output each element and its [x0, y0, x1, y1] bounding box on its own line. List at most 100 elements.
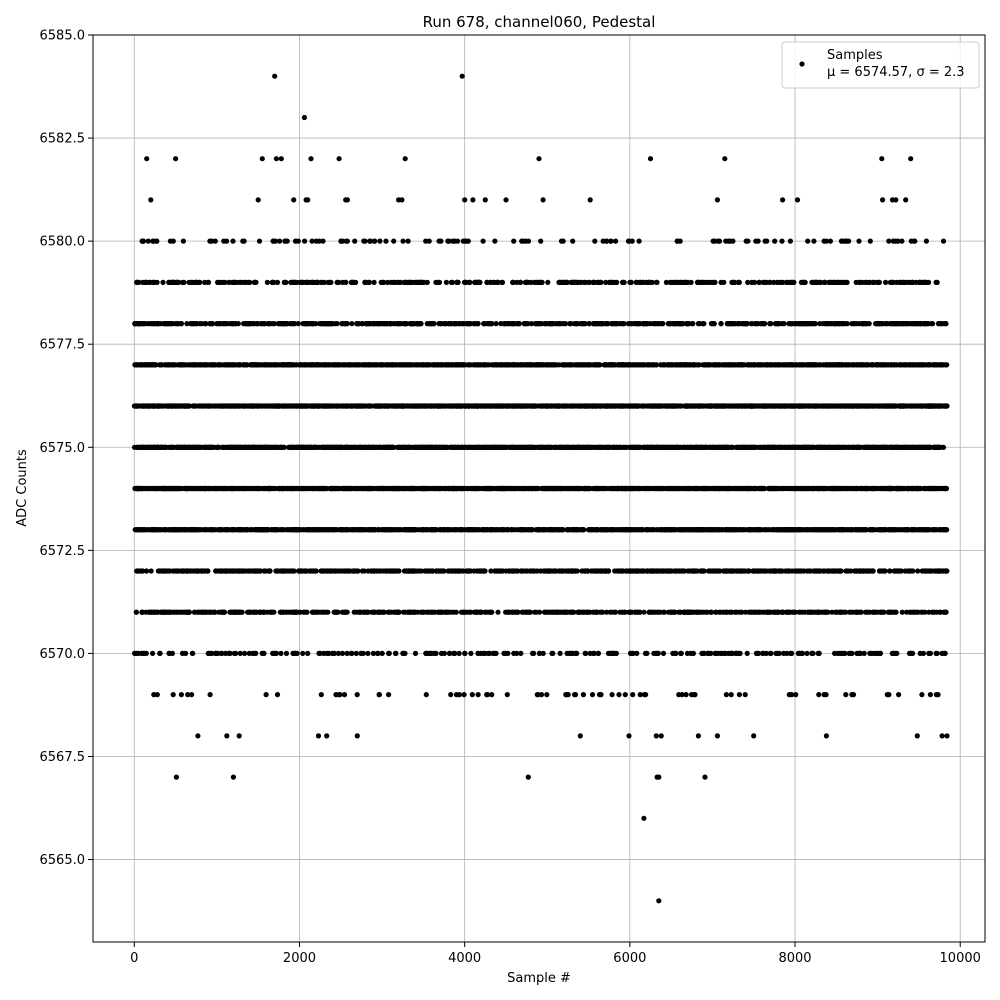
data-point [637, 692, 643, 698]
data-point [887, 568, 893, 574]
data-point [843, 568, 849, 574]
data-point [933, 692, 940, 698]
data-point [365, 650, 371, 657]
data-point [199, 527, 205, 533]
data-point [820, 609, 826, 615]
data-point [602, 485, 608, 492]
data-point [292, 485, 299, 492]
data-point [728, 568, 734, 574]
data-point [460, 527, 466, 533]
data-point [634, 650, 640, 657]
data-point [441, 485, 447, 492]
data-point [865, 609, 871, 615]
data-point [195, 568, 201, 574]
data-point [698, 527, 705, 533]
data-point [859, 485, 865, 492]
data-point [531, 650, 537, 657]
data-point [745, 485, 751, 492]
data-point [402, 650, 408, 657]
data-point [755, 568, 762, 574]
data-point [654, 527, 660, 533]
data-point [505, 527, 511, 533]
data-point [252, 650, 258, 657]
data-point [930, 609, 936, 615]
data-point [482, 609, 488, 615]
data-point [768, 650, 774, 657]
data-point [855, 527, 861, 533]
data-point [549, 650, 555, 657]
data-point [205, 568, 211, 574]
data-point [168, 527, 174, 533]
data-point [919, 568, 925, 574]
data-point [143, 568, 149, 574]
data-point [877, 650, 884, 657]
data-point [586, 527, 592, 533]
data-point [202, 485, 208, 492]
data-point [796, 609, 802, 615]
data-point [219, 650, 225, 657]
data-point [154, 692, 160, 698]
data-point [780, 485, 786, 492]
data-point [873, 650, 879, 657]
data-point [460, 609, 466, 615]
data-point [448, 692, 454, 698]
data-point [880, 609, 886, 615]
data-point [882, 568, 888, 574]
data-point [584, 609, 590, 615]
data-point [789, 692, 795, 698]
data-point [339, 609, 345, 615]
data-point [333, 609, 340, 615]
data-point [753, 650, 760, 657]
data-point [939, 650, 945, 657]
data-point [719, 650, 726, 657]
data-point [554, 609, 560, 615]
data-point [926, 650, 932, 657]
data-point [246, 568, 252, 574]
data-point [702, 485, 708, 492]
data-point [866, 527, 873, 533]
data-point [581, 568, 587, 574]
data-point [943, 527, 950, 533]
data-point [661, 527, 668, 533]
data-point [133, 650, 139, 657]
data-point [392, 650, 399, 657]
data-point [616, 485, 622, 492]
data-point [856, 568, 863, 574]
data-point [308, 568, 314, 574]
data-point [770, 527, 776, 533]
data-point [931, 485, 937, 492]
data-point [855, 609, 861, 615]
data-point [188, 485, 194, 492]
data-point [912, 609, 918, 615]
data-point [893, 527, 899, 533]
data-point [150, 650, 156, 657]
data-point [599, 568, 605, 574]
data-point [361, 609, 367, 615]
data-point [273, 650, 279, 657]
data-point [375, 650, 381, 657]
data-point [614, 568, 621, 574]
data-point [412, 527, 418, 533]
data-point [563, 692, 569, 698]
data-point [902, 568, 908, 574]
data-point [585, 568, 591, 574]
data-point [686, 485, 692, 492]
data-point [804, 485, 811, 492]
data-point [810, 650, 816, 657]
data-point [189, 692, 195, 698]
data-point [212, 650, 218, 657]
data-point [135, 485, 141, 492]
data-point [197, 485, 203, 492]
data-point [761, 568, 768, 574]
data-point [754, 609, 760, 615]
data-point [774, 650, 781, 657]
data-point [387, 527, 393, 533]
data-point [135, 527, 141, 533]
data-point [483, 485, 489, 492]
data-point [732, 609, 738, 615]
data-point [723, 692, 730, 698]
data-point [396, 568, 402, 574]
data-point [324, 650, 330, 657]
data-point [765, 609, 771, 615]
data-point [405, 527, 411, 533]
